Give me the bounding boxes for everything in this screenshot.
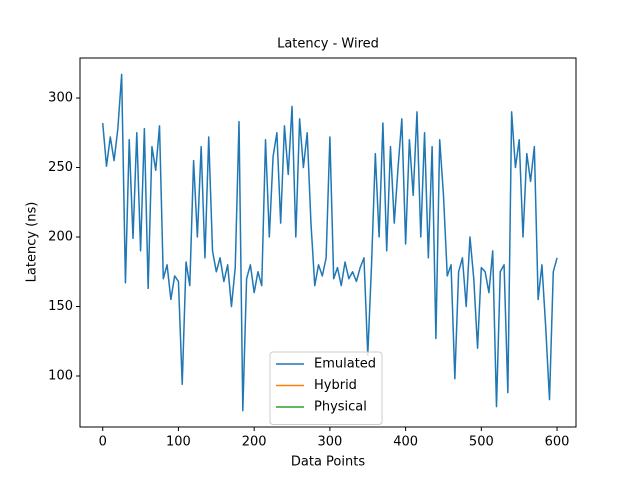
x-tick-label: 100 — [166, 435, 191, 450]
x-tick-label: 600 — [545, 435, 570, 450]
legend-label: Emulated — [314, 357, 376, 372]
y-tick-label: 200 — [48, 230, 73, 245]
x-tick-label: 300 — [317, 435, 342, 450]
x-tick-label: 400 — [393, 435, 418, 450]
x-tick-label: 0 — [99, 435, 107, 450]
data-line — [101, 73, 558, 412]
y-axis-label: Latency (ns) — [25, 202, 40, 283]
x-tick-label: 500 — [469, 435, 494, 450]
y-tick-label: 150 — [48, 299, 73, 314]
y-tick-label: 100 — [48, 368, 73, 383]
legend-label: Hybrid — [314, 378, 357, 393]
plot-frame — [79, 57, 577, 428]
legend-label: Physical — [314, 400, 367, 415]
chart-title: Latency - Wired — [277, 37, 379, 52]
x-tick-label: 200 — [242, 435, 267, 450]
y-tick-label: 300 — [48, 91, 73, 106]
y-tick-label: 250 — [48, 160, 73, 175]
x-axis-label: Data Points — [291, 455, 365, 470]
